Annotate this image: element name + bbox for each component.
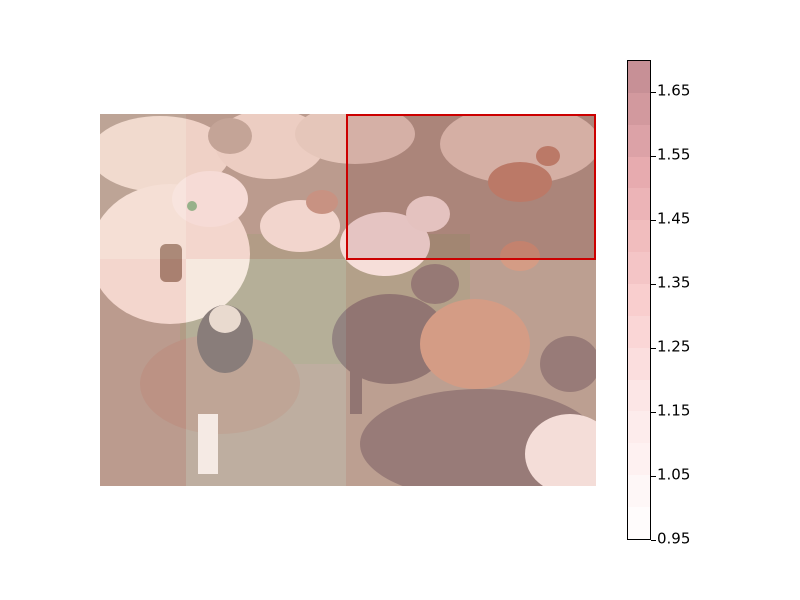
lamb-head [306,190,338,214]
colorbar-tick-label: 1.65 [657,81,691,100]
colorbar-tick-label: 1.15 [657,401,691,420]
overlay-cell [100,114,186,259]
sheep-head [172,171,248,227]
colorbar-tick-label: 1.05 [657,465,691,484]
sheep [295,114,415,164]
colorbar-tick-label: 1.45 [657,209,691,228]
colorbar-tick [651,283,656,285]
colorbar-segment [628,124,650,157]
goat-leg [198,414,218,474]
sheep-head [208,118,252,154]
goat [140,334,300,434]
overlay-cell [100,259,186,486]
colorbar-tick-label: 0.95 [657,529,691,548]
lamb-head [411,264,459,304]
colorbar-segment [628,284,650,316]
lamb [488,162,552,202]
goat-face-mark [209,305,241,333]
heatmap-overlay [100,114,596,486]
colorbar-segment [628,156,650,189]
lamb [420,299,530,389]
overlay-cell [186,259,346,486]
lamb-head [536,146,560,166]
sheep-photo [100,114,596,486]
lamb-head [500,241,540,271]
colorbar [627,60,651,540]
sheep-head [540,336,596,392]
sheep [525,414,596,486]
overlay-cell [346,114,596,259]
colorbar-segment [628,315,650,348]
lamb [332,294,448,384]
overlay-cell [346,259,596,486]
colorbar-segment [628,188,650,221]
colorbar-segment [628,252,650,285]
colorbar-tick-label: 1.35 [657,273,691,292]
colorbar-segment [628,347,650,380]
sheep [440,114,596,184]
lamb-head [406,196,450,232]
colorbar-segment [628,507,650,539]
colorbar-tick [651,411,656,413]
colorbar-segment [628,475,650,508]
ear-tag [187,201,197,211]
colorbar-segment [628,443,650,476]
colorbar-segment [628,61,650,93]
bell [160,244,182,282]
highlight-box [346,114,596,260]
overlay-cell [186,114,346,259]
colorbar-tick [651,155,656,157]
colorbar-tick-label: 1.55 [657,145,691,164]
colorbar-tick [651,539,656,541]
colorbar-tick-label: 1.25 [657,337,691,356]
colorbar-segment [628,379,650,412]
colorbar-tick [651,347,656,349]
colorbar-tick [651,475,656,477]
lamb-leg [350,369,362,414]
sheep-photo-panel [100,114,596,486]
colorbar-segment [628,220,650,253]
colorbar-tick [651,219,656,221]
colorbar-segment [628,411,650,444]
colorbar-segment [628,92,650,125]
colorbar-tick [651,91,656,93]
